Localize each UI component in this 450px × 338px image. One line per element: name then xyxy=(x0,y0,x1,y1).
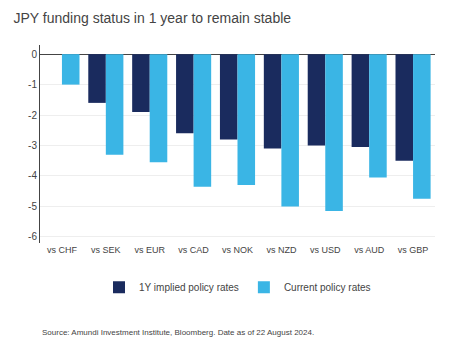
svg-text:vs CHF: vs CHF xyxy=(47,245,77,255)
svg-text:-5: -5 xyxy=(28,201,37,212)
svg-text:vs EUR: vs EUR xyxy=(134,245,165,255)
svg-text:-4: -4 xyxy=(28,170,37,181)
svg-text:vs CAD: vs CAD xyxy=(178,245,209,255)
svg-text:-1: -1 xyxy=(28,79,37,90)
svg-text:-2: -2 xyxy=(28,110,37,121)
svg-text:-6: -6 xyxy=(28,231,37,242)
svg-text:0: 0 xyxy=(31,49,37,60)
svg-text:Source: Amundi Investment Inst: Source: Amundi Investment Institute, Blo… xyxy=(42,328,314,337)
svg-text:vs USD: vs USD xyxy=(310,245,341,255)
svg-text:1Y implied policy rates: 1Y implied policy rates xyxy=(139,282,239,293)
svg-text:-3: -3 xyxy=(28,140,37,151)
svg-text:JPY funding status in 1 year t: JPY funding status in 1 year to remain s… xyxy=(14,10,292,26)
svg-text:vs AUD: vs AUD xyxy=(354,245,385,255)
svg-text:vs SEK: vs SEK xyxy=(91,245,121,255)
svg-text:vs NZD: vs NZD xyxy=(266,245,296,255)
svg-text:Current policy rates: Current policy rates xyxy=(284,282,371,293)
svg-text:vs GBP: vs GBP xyxy=(398,245,429,255)
svg-text:vs NOK: vs NOK xyxy=(222,245,253,255)
